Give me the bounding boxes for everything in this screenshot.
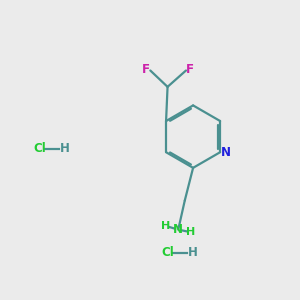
Text: F: F [186,62,194,76]
Text: N: N [173,223,183,236]
Text: H: H [188,246,197,259]
Text: Cl: Cl [34,142,46,155]
Text: F: F [142,62,150,76]
Text: H: H [186,227,195,237]
Text: H: H [60,142,70,155]
Text: H: H [161,221,170,231]
Text: N: N [220,146,230,159]
Text: Cl: Cl [161,246,174,259]
